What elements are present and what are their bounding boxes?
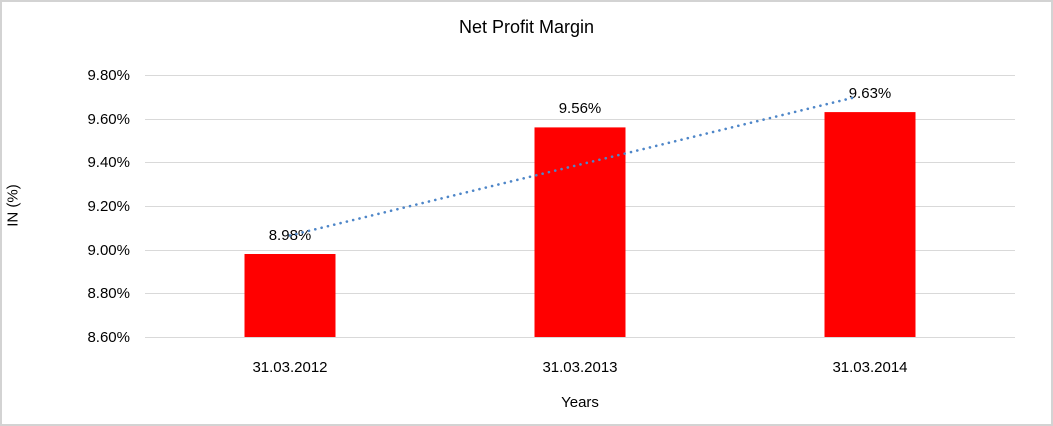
- x-axis-title: Years: [561, 394, 599, 411]
- chart-title: Net Profit Margin: [458, 17, 595, 37]
- bar: [534, 127, 626, 338]
- bar: [824, 112, 916, 337]
- bar: [244, 254, 336, 337]
- y-axis-title: IN (%): [4, 184, 22, 227]
- trendline: [288, 96, 854, 237]
- y-tick-label: 9.40%: [87, 153, 130, 171]
- x-tick-label: 31.03.2014: [832, 359, 908, 376]
- bar-data-label: 8.98%: [268, 227, 312, 245]
- x-tick-label: 31.03.2013: [542, 359, 618, 376]
- y-tick-label: 9.80%: [87, 66, 130, 84]
- bar-data-label: 9.63%: [848, 85, 892, 103]
- y-tick-label: 9.60%: [87, 110, 130, 128]
- y-tick-label: 8.60%: [87, 328, 130, 346]
- bar-data-label: 9.56%: [558, 100, 602, 118]
- y-tick-label: 8.80%: [87, 284, 130, 302]
- x-tick-label: 31.03.2012: [252, 359, 328, 376]
- y-tick-label: 9.00%: [87, 241, 130, 259]
- y-tick-label: 9.20%: [87, 197, 130, 215]
